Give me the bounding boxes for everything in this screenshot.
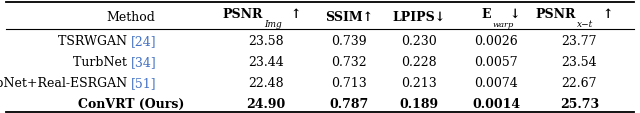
Text: 0.213: 0.213 <box>401 76 437 89</box>
Text: PSNR: PSNR <box>222 8 262 20</box>
Text: 0.230: 0.230 <box>401 35 437 48</box>
Text: TurbNet+Real-ESRGAN: TurbNet+Real-ESRGAN <box>0 76 131 89</box>
Text: ↓: ↓ <box>510 8 520 20</box>
Text: 0.0014: 0.0014 <box>472 97 520 110</box>
Text: Img: Img <box>264 20 282 29</box>
Text: [24]: [24] <box>131 35 157 48</box>
Text: LPIPS↓: LPIPS↓ <box>392 11 446 24</box>
Text: 0.228: 0.228 <box>401 55 437 68</box>
Text: 22.67: 22.67 <box>561 76 597 89</box>
Text: 23.77: 23.77 <box>561 35 597 48</box>
Text: TurbNet: TurbNet <box>74 55 131 68</box>
Text: 22.48: 22.48 <box>248 76 284 89</box>
Text: 0.0057: 0.0057 <box>474 55 518 68</box>
Text: 0.713: 0.713 <box>331 76 367 89</box>
Text: E: E <box>481 8 491 20</box>
Text: 23.44: 23.44 <box>248 55 284 68</box>
Text: 0.787: 0.787 <box>329 97 369 110</box>
Text: x−t: x−t <box>577 20 593 29</box>
Text: warp: warp <box>492 21 513 29</box>
Text: ↑: ↑ <box>602 8 612 20</box>
Text: ↑: ↑ <box>291 8 301 20</box>
Text: 0.0026: 0.0026 <box>474 35 518 48</box>
Text: 25.73: 25.73 <box>559 97 599 110</box>
Text: 0.0074: 0.0074 <box>474 76 518 89</box>
Text: SSIM↑: SSIM↑ <box>324 11 373 24</box>
Text: 0.732: 0.732 <box>331 55 367 68</box>
Text: ConVRT (Ours): ConVRT (Ours) <box>78 97 184 110</box>
Text: 23.54: 23.54 <box>561 55 597 68</box>
Text: PSNR: PSNR <box>536 8 576 20</box>
Text: [34]: [34] <box>131 55 157 68</box>
Text: Method: Method <box>107 11 156 24</box>
Text: TSRWGAN: TSRWGAN <box>58 35 131 48</box>
Text: [51]: [51] <box>131 76 157 89</box>
Text: 0.739: 0.739 <box>331 35 367 48</box>
Text: 0.189: 0.189 <box>399 97 439 110</box>
Text: 24.90: 24.90 <box>246 97 285 110</box>
Text: 23.58: 23.58 <box>248 35 284 48</box>
